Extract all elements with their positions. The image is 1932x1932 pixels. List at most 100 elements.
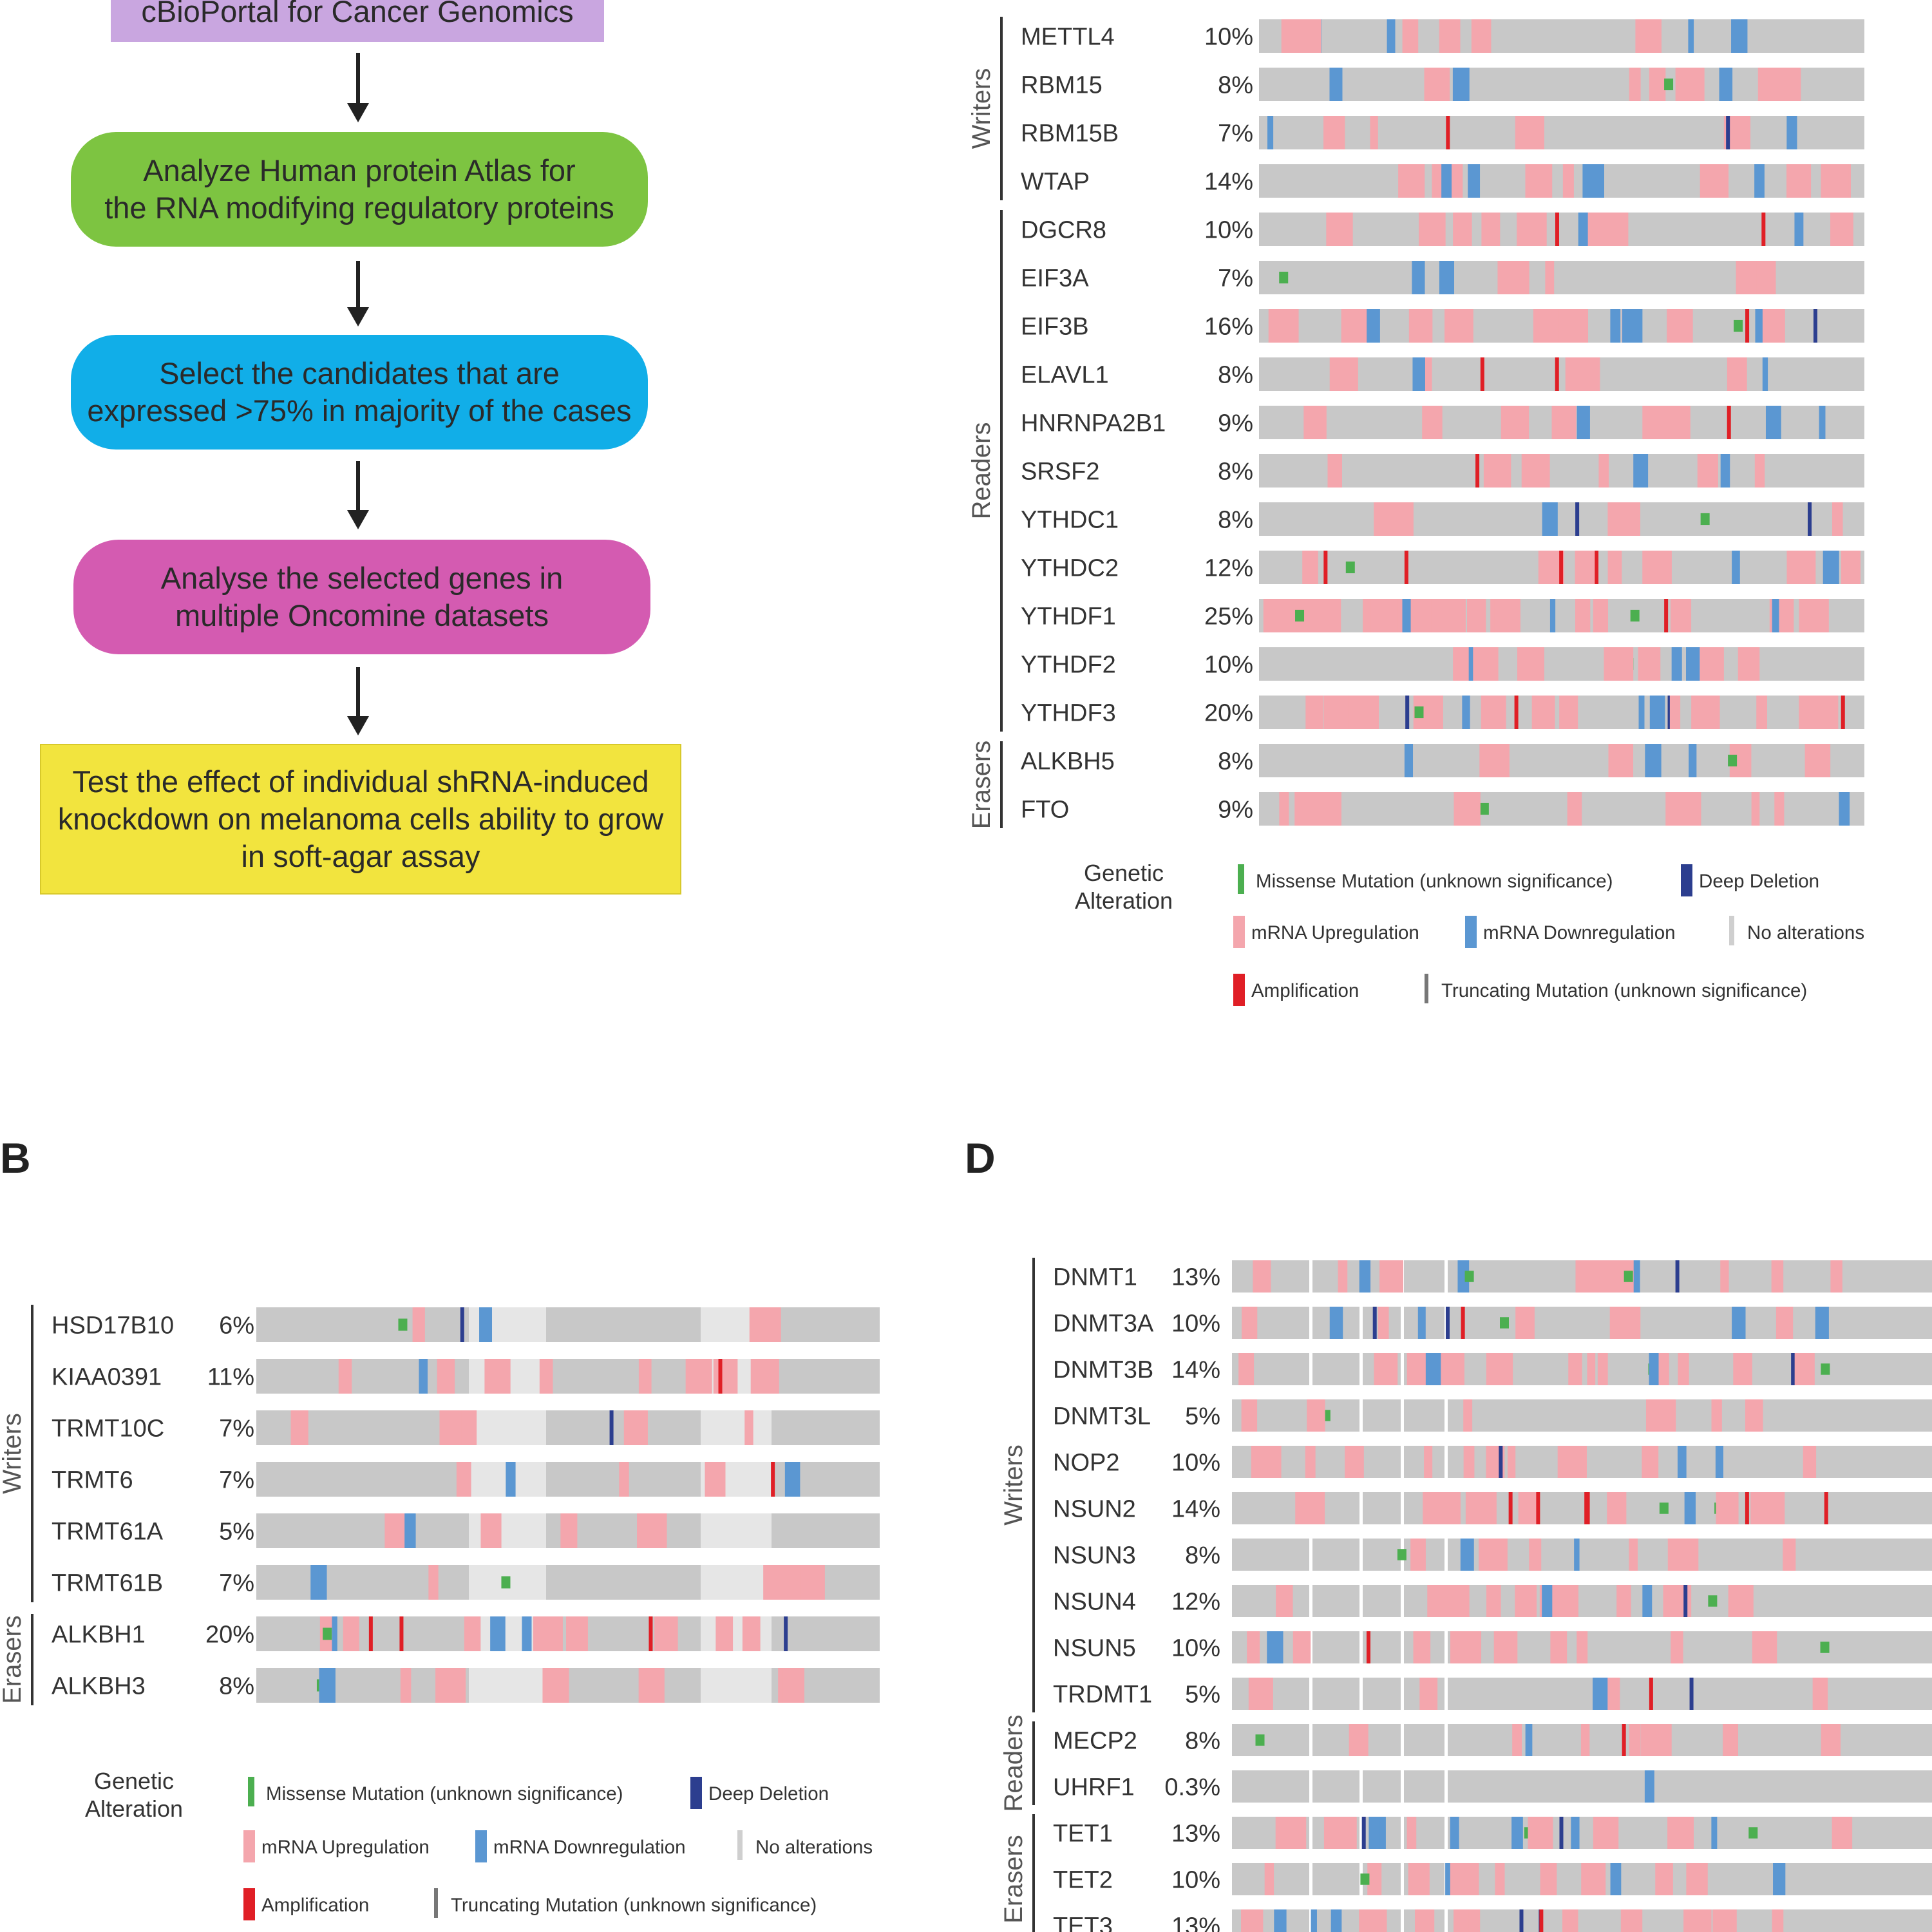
- panel-c-group-label-erasers: Erasers: [967, 741, 996, 829]
- panel-d-alteration-dnmt3b-3: [1791, 1353, 1795, 1385]
- panel-b-alteration-alkbh1-9: [343, 1616, 359, 1651]
- panel-d-alteration-nsun2-10: [1716, 1492, 1739, 1524]
- panel-c-alteration-fto-10: [1839, 792, 1850, 826]
- panel-d-alteration-tet3-16: [1772, 1909, 1784, 1932]
- panel-c-alteration-fto-9: [1687, 792, 1701, 826]
- panel-d-track-dnmt3l: [1232, 1399, 1932, 1432]
- panel-d-pct-tet1: 13%: [1171, 1821, 1220, 1848]
- panel-d-alteration-dnmt3l-0: [1463, 1399, 1473, 1432]
- panel-d-alteration-dnmt3a-4: [1329, 1307, 1343, 1339]
- panel-c-alteration-eif3b-3: [1365, 309, 1380, 343]
- panel-d-alteration-tet3-2: [1331, 1909, 1342, 1932]
- panel-b-alteration-hsd17b10-5: [759, 1307, 781, 1342]
- panel-d-alteration-mecp2-5: [1525, 1724, 1533, 1756]
- panel-c-alteration-ythdf1-1: [1467, 599, 1486, 632]
- panel-c-alteration-eif3a-6: [1756, 261, 1776, 294]
- panel-d-alteration-tet1-14: [1450, 1817, 1459, 1849]
- panel-d-alteration-nop2-7: [1508, 1446, 1516, 1478]
- panel-c-gene-label-ythdf2: YTHDF2: [1021, 652, 1116, 679]
- panel-c-alteration-ythdc2-14: [1559, 551, 1564, 584]
- panel-d-separator-uhrf1-3: [1444, 1770, 1448, 1803]
- panel-c-alteration-ythdf3-16: [1810, 696, 1823, 729]
- flow-arrow-1: [347, 53, 369, 122]
- panel-d-alteration-tet3-15: [1454, 1909, 1469, 1932]
- panel-c-alteration-rbm15-1: [1649, 68, 1666, 101]
- panel-c-pct-ythdc2: 12%: [1204, 555, 1253, 582]
- panel-d-alteration-mecp2-8: [1580, 1724, 1590, 1756]
- panel-c-gene-label-ythdf3: YTHDF3: [1021, 700, 1116, 727]
- panel-b-pct-hsd17b10: 6%: [219, 1312, 254, 1340]
- panel-b-alteration-trmt6-2: [506, 1462, 516, 1497]
- flow-step-5: Test the effect of individual shRNA-indu…: [40, 744, 681, 895]
- panel-c-gene-label-eif3a: EIF3A: [1021, 265, 1089, 292]
- panel-d-separator-nsun5-2: [1401, 1631, 1404, 1663]
- panel-d-alteration-dnmt3b-13: [1425, 1353, 1441, 1385]
- panel-c-alteration-mettl4-0: [1402, 19, 1419, 53]
- panel-c-alteration-ythdc1-7: [1392, 502, 1414, 536]
- panel-c-gene-label-fto: FTO: [1021, 797, 1069, 824]
- panel-c-alteration-ythdf1-25: [1593, 599, 1608, 632]
- panel-d-alteration-dnmt3b-4: [1587, 1353, 1596, 1385]
- panel-c-alteration-alkbh5-2: [1404, 744, 1414, 777]
- panel-d-separator-nsun4-1: [1359, 1585, 1363, 1617]
- panel-c-gene-label-ythdf1: YTHDF1: [1021, 603, 1116, 630]
- panel-c-alteration-dgcr8-7: [1419, 213, 1446, 246]
- panel-d-gene-label-nsun3: NSUN3: [1053, 1542, 1136, 1569]
- panel-d-alteration-tet2-5: [1408, 1863, 1430, 1895]
- panel-d-separator-tet2-0: [1309, 1863, 1312, 1895]
- flow-step-4: Analyse the selected genes in multiple O…: [73, 540, 650, 654]
- panel-d-alteration-nsun2-19: [1295, 1492, 1325, 1524]
- panel-c-alteration-ythdf3-11: [1486, 696, 1506, 729]
- panel-b-gene-label-alkbh3: ALKBH3: [52, 1673, 146, 1700]
- panel-b-alteration-alkbh1-17: [490, 1616, 506, 1651]
- panel-c-alteration-ythdf3-23: [1756, 696, 1768, 729]
- panel-c-alteration-ythdf1-32: [1402, 599, 1411, 632]
- panel-b-alteration-alkbh1-11: [654, 1616, 677, 1651]
- panel-d-alteration-tet1-4: [1748, 1827, 1758, 1839]
- panel-b-pct-alkbh3: 8%: [219, 1673, 254, 1700]
- panel-c-alteration-ythdf3-25: [1531, 696, 1555, 729]
- panel-c-alteration-hnrnpa2b1-11: [1551, 406, 1577, 439]
- flow-step-5-line-2: knockdown on melanoma cells ability to g…: [57, 802, 664, 836]
- panel-d-gene-label-dnmt3l: DNMT3L: [1053, 1403, 1151, 1430]
- panel-b-gene-label-alkbh1: ALKBH1: [52, 1622, 146, 1649]
- panel-d-alteration-nop2-6: [1424, 1446, 1433, 1478]
- panel-d-separator-dnmt3b-0: [1309, 1353, 1312, 1385]
- panel-c-alteration-mettl4-7: [1688, 19, 1694, 53]
- panel-d-separator-dnmt3l-2: [1401, 1399, 1404, 1432]
- panel-c-alteration-ythdf3-12: [1841, 696, 1845, 729]
- panel-c-alteration-eif3b-4: [1745, 309, 1750, 343]
- panel-b-track-trmt10c: [256, 1410, 880, 1445]
- panel-c-alteration-eif3a-5: [1412, 261, 1425, 294]
- panel-c-pct-fto: 9%: [1218, 797, 1253, 824]
- panel-d-alteration-nsun2-4: [1824, 1492, 1828, 1524]
- panel-c-alteration-ythdf1-18: [1329, 599, 1341, 632]
- panel-c-alteration-mettl4-10: [1731, 19, 1748, 53]
- panel-b-legend-swatch-deep_deletion: [690, 1777, 702, 1809]
- panel-d-alteration-nsun2-0: [1508, 1492, 1513, 1524]
- panel-d-alteration-nsun2-18: [1607, 1492, 1627, 1524]
- panel-c-alteration-fto-1: [1567, 792, 1582, 826]
- panel-d-alteration-tet3-5: [1683, 1909, 1712, 1932]
- panel-d-alteration-mecp2-6: [1629, 1724, 1641, 1756]
- panel-d-alteration-dnmt3a-2: [1609, 1307, 1641, 1339]
- panel-d-alteration-nsun2-5: [1659, 1502, 1669, 1514]
- panel-d-separator-tet1-2: [1401, 1817, 1404, 1849]
- panel-c-pct-eif3b: 16%: [1204, 314, 1253, 341]
- panel-d-alteration-nop2-5: [1642, 1446, 1659, 1478]
- panel-d-separator-uhrf1-1: [1359, 1770, 1363, 1803]
- panel-b-alteration-kiaa0391-4: [491, 1359, 511, 1394]
- panel-c-alteration-srsf2-5: [1754, 454, 1765, 488]
- panel-c-alteration-eif3b-12: [1631, 309, 1643, 343]
- panel-c-alteration-fto-11: [1279, 792, 1289, 826]
- flow-arrow-4: [347, 667, 369, 735]
- panel-c-alteration-elavl1-7: [1480, 357, 1484, 391]
- panel-c-legend-swatch-amplification: [1233, 974, 1245, 1006]
- panel-d-separator-trdmt1-1: [1359, 1678, 1363, 1710]
- panel-d-alteration-dnmt3b-15: [1238, 1353, 1255, 1385]
- panel-c-gene-label-srsf2: SRSF2: [1021, 459, 1099, 486]
- flow-step-3-line-1: Select the candidates that are: [159, 356, 560, 390]
- panel-d-alteration-nsun3-7: [1529, 1539, 1542, 1571]
- panel-b-alteration-hsd17b10-3: [460, 1307, 464, 1342]
- panel-d-alteration-nsun2-2: [1745, 1492, 1749, 1524]
